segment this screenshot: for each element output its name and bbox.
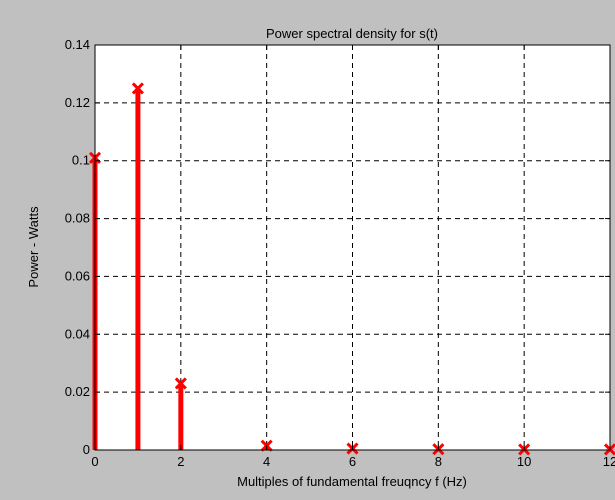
y-tick-label: 0.08 bbox=[65, 211, 90, 226]
x-tick-label: 6 bbox=[349, 454, 356, 469]
y-tick-label: 0.04 bbox=[65, 326, 90, 341]
chart-title: Power spectral density for s(t) bbox=[266, 26, 438, 41]
x-tick-label: 12 bbox=[603, 454, 615, 469]
y-tick-label: 0.12 bbox=[65, 95, 90, 110]
marker-stroke bbox=[131, 82, 144, 95]
x-tick-label: 2 bbox=[177, 454, 184, 469]
y-tick-label: 0.06 bbox=[65, 268, 90, 283]
x-tick-label: 0 bbox=[91, 454, 98, 469]
y-tick-label: 0.14 bbox=[65, 37, 90, 52]
x-axis-label: Multiples of fundamental freuqncy f (Hz) bbox=[237, 474, 467, 489]
axis-ticks: 0 2 4 6 8 10 12 0 0.02 0.04 0.06 0.08 0.1 0.12 0.14 bbox=[65, 37, 615, 469]
x-tick-label: 8 bbox=[435, 454, 442, 469]
y-tick-label: 0 bbox=[83, 442, 90, 457]
marker-stroke bbox=[174, 377, 187, 390]
y-tick-label: 0.02 bbox=[65, 384, 90, 399]
stem-marker bbox=[174, 377, 187, 390]
grid-lines bbox=[95, 45, 610, 450]
y-axis-label: Power - Watts bbox=[26, 206, 41, 288]
stem-marker bbox=[131, 82, 144, 95]
x-tick-label: 10 bbox=[517, 454, 531, 469]
y-tick-label: 0.1 bbox=[72, 153, 90, 168]
x-tick-label: 4 bbox=[263, 454, 270, 469]
